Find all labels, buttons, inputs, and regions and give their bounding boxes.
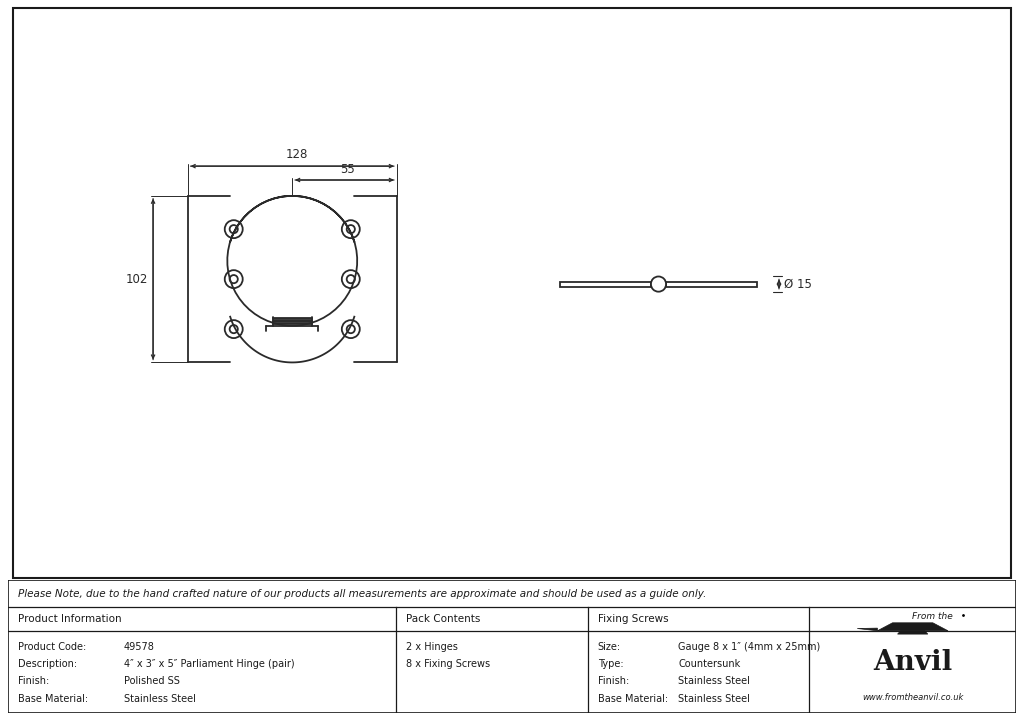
Text: Ø 15: Ø 15	[784, 278, 812, 290]
Text: Countersunk: Countersunk	[678, 659, 740, 669]
Text: 128: 128	[286, 148, 308, 161]
Text: 2 x Hinges: 2 x Hinges	[407, 642, 458, 651]
Text: Product Code:: Product Code:	[18, 642, 86, 651]
Text: Fixing Screws: Fixing Screws	[598, 614, 669, 624]
Bar	[666, 282, 757, 287]
Text: Base Material:: Base Material:	[598, 694, 668, 704]
Text: Size:: Size:	[598, 642, 621, 651]
Text: 55: 55	[340, 163, 355, 176]
Text: Polished SS: Polished SS	[124, 677, 180, 687]
Text: Finish:: Finish:	[598, 677, 629, 687]
Text: Please Note, due to the hand crafted nature of our products all measurements are: Please Note, due to the hand crafted nat…	[18, 589, 707, 598]
Polygon shape	[898, 631, 928, 634]
Text: From the: From the	[912, 612, 953, 620]
Text: Product Information: Product Information	[18, 614, 122, 624]
Text: Stainless Steel: Stainless Steel	[678, 677, 751, 687]
Text: www.fromtheanvil.co.uk: www.fromtheanvil.co.uk	[862, 693, 964, 702]
Text: Pack Contents: Pack Contents	[407, 614, 480, 624]
Polygon shape	[878, 623, 948, 631]
Text: Finish:: Finish:	[18, 677, 49, 687]
Bar	[560, 282, 651, 287]
Text: Base Material:: Base Material:	[18, 694, 88, 704]
Circle shape	[651, 277, 666, 291]
Text: Stainless Steel: Stainless Steel	[124, 694, 196, 704]
Text: Stainless Steel: Stainless Steel	[678, 694, 751, 704]
Text: 49578: 49578	[124, 642, 155, 651]
Text: 102: 102	[126, 273, 148, 285]
Text: Description:: Description:	[18, 659, 77, 669]
Text: 4″ x 3″ x 5″ Parliament Hinge (pair): 4″ x 3″ x 5″ Parliament Hinge (pair)	[124, 659, 295, 669]
Polygon shape	[857, 628, 878, 631]
Text: 8 x Fixing Screws: 8 x Fixing Screws	[407, 659, 490, 669]
Text: Gauge 8 x 1″ (4mm x 25mm): Gauge 8 x 1″ (4mm x 25mm)	[678, 642, 820, 651]
Text: Type:: Type:	[598, 659, 624, 669]
Text: Anvil: Anvil	[873, 649, 952, 676]
